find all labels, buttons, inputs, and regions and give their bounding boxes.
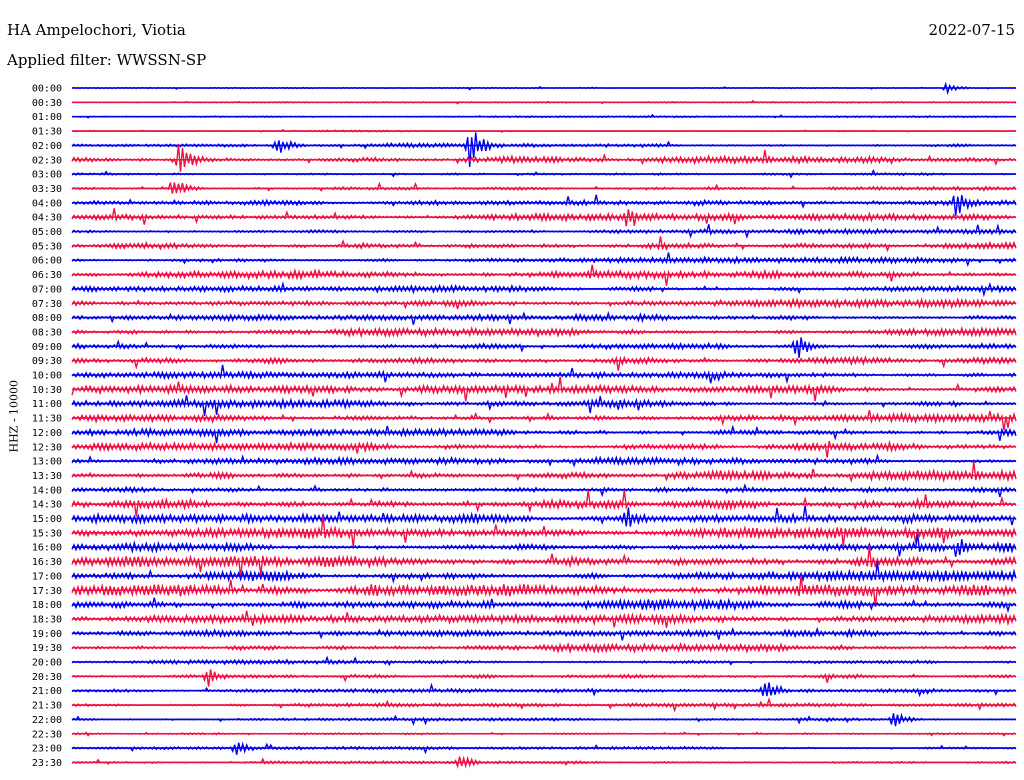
row-time-label: 14:00 — [32, 485, 62, 496]
row-time-label: 09:00 — [32, 342, 62, 353]
trace-row-0230 — [71, 144, 1017, 172]
row-time-label: 13:00 — [32, 457, 62, 468]
trace-row-0930 — [71, 355, 1017, 371]
trace-row-1630 — [71, 545, 1017, 578]
row-time-label: 21:30 — [32, 701, 62, 712]
trace-row-0800 — [71, 310, 1017, 325]
trace-row-1330 — [71, 461, 1017, 483]
row-time-label: 02:00 — [32, 141, 62, 152]
row-time-label: 19:00 — [32, 629, 62, 640]
row-time-label: 05:00 — [32, 227, 62, 238]
trace-row-1600 — [71, 533, 1017, 557]
row-time-label: 11:30 — [32, 414, 62, 425]
trace-row-1130 — [71, 410, 1017, 431]
row-time-label: 01:00 — [32, 112, 62, 123]
row-time-label: 23:00 — [32, 744, 62, 755]
row-time-label: 02:30 — [32, 155, 62, 166]
row-time-label: 00:30 — [32, 98, 62, 109]
station-title: HA Ampelochori, Viotia — [7, 21, 186, 39]
row-time-label: 13:30 — [32, 471, 62, 482]
row-time-label: 01:30 — [32, 127, 62, 138]
row-time-label: 22:30 — [32, 729, 62, 740]
trace-row-0600 — [71, 252, 1017, 268]
trace-row-2000 — [71, 655, 1017, 667]
row-time-label: 15:30 — [32, 528, 62, 539]
record-date: 2022-07-15 — [928, 21, 1015, 39]
trace-row-1900 — [71, 626, 1017, 641]
trace-row-2030 — [71, 669, 1017, 687]
trace-row-1400 — [71, 483, 1017, 498]
row-time-label: 19:30 — [32, 643, 62, 654]
channel-label: HHZ - 10000 — [7, 379, 21, 453]
trace-row-0730 — [71, 297, 1017, 310]
trace-row-1200 — [71, 424, 1017, 444]
row-time-label: 20:30 — [32, 672, 62, 683]
row-time-label: 12:30 — [32, 442, 62, 453]
trace-row-1700 — [71, 561, 1017, 584]
row-time-label: 18:30 — [32, 614, 62, 625]
row-time-label: 03:30 — [32, 184, 62, 195]
trace-row-1500 — [71, 505, 1017, 527]
row-time-label: 04:00 — [32, 198, 62, 209]
row-time-label: 16:00 — [32, 543, 62, 554]
trace-row-0200 — [71, 132, 1017, 168]
row-time-label: 14:30 — [32, 500, 62, 511]
row-time-label: 08:30 — [32, 327, 62, 338]
trace-rows — [71, 81, 1017, 770]
row-time-label: 08:00 — [32, 313, 62, 324]
row-time-label: 18:00 — [32, 600, 62, 611]
row-time-label: 17:30 — [32, 586, 62, 597]
trace-row-2100 — [71, 682, 1017, 698]
row-time-label: 11:00 — [32, 399, 62, 410]
row-time-label: 04:30 — [32, 213, 62, 224]
row-time-label: 03:00 — [32, 170, 62, 181]
row-time-label: 06:30 — [32, 270, 62, 281]
row-time-label: 15:00 — [32, 514, 62, 525]
trace-row-0500 — [71, 223, 1017, 239]
row-time-label: 07:30 — [32, 299, 62, 310]
trace-row-0900 — [71, 337, 1017, 358]
trace-row-2330 — [71, 755, 1017, 770]
row-time-label: 23:30 — [32, 758, 62, 769]
row-time-label: 12:00 — [32, 428, 62, 439]
filter-label: Applied filter: WWSSN-SP — [7, 51, 207, 69]
trace-row-0530 — [71, 236, 1017, 253]
row-time-label: 10:30 — [32, 385, 62, 396]
row-time-label: 10:00 — [32, 371, 62, 382]
row-time-label: 06:00 — [32, 256, 62, 267]
row-time-label: 09:30 — [32, 356, 62, 367]
row-time-label: 22:00 — [32, 715, 62, 726]
row-time-label: 20:00 — [32, 658, 62, 669]
row-time-label: 07:00 — [32, 284, 62, 295]
trace-row-1230 — [71, 439, 1017, 458]
trace-row-1100 — [71, 395, 1017, 417]
row-time-label: 17:00 — [32, 571, 62, 582]
row-time-label: 00:00 — [32, 84, 62, 95]
trace-row-1000 — [71, 364, 1017, 385]
row-time-label: 05:30 — [32, 241, 62, 252]
time-labels: 00:00 00:30 01:00 01:30 02:00 02:30 03:00 03:30… — [32, 84, 62, 769]
row-time-label: 21:00 — [32, 686, 62, 697]
trace-row-1530 — [71, 515, 1017, 547]
row-time-label: 16:30 — [32, 557, 62, 568]
